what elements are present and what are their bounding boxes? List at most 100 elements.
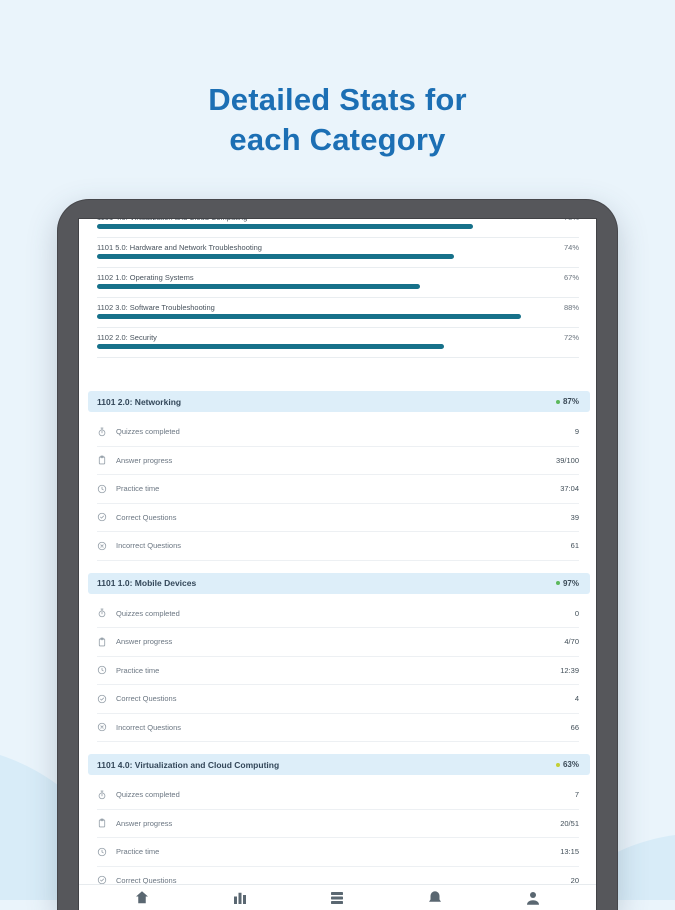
stat-value: 20 (570, 875, 579, 885)
chart-row-percent: 88% (563, 303, 579, 312)
divider (97, 267, 579, 268)
stopwatch-icon (97, 790, 107, 800)
stat-label: Quizzes completed (116, 790, 180, 800)
stats-sections: 1101 2.0: Networking 87% Quizzes complet… (88, 391, 590, 895)
stat-value: 4/70 (564, 637, 579, 647)
stopwatch-icon (97, 608, 107, 618)
percent-dot-icon (555, 762, 560, 767)
section-virtualization: 1101 4.0: Virtualization and Cloud Compu… (88, 754, 590, 895)
chart-row-label: 1102 2.0: Security (97, 333, 157, 342)
stat-value: 20/51 (560, 818, 579, 828)
chart-row-label: 1101 4.0: Virtualization and Cloud Compu… (97, 219, 247, 222)
stat-row: Answer progress 4/70 (97, 628, 579, 657)
bottom-nav-icon-1[interactable] (133, 889, 151, 907)
stat-row: Quizzes completed 7 (97, 781, 579, 810)
stat-label: Quizzes completed (116, 427, 180, 437)
stat-row: Incorrect Questions 61 (97, 532, 579, 561)
chart-bar (97, 284, 420, 289)
chart-row-label: 1102 3.0: Software Troubleshooting (97, 303, 215, 312)
check-circle-icon (97, 512, 107, 522)
percent-dot-icon (555, 581, 560, 585)
stat-row: Quizzes completed 0 (97, 600, 579, 628)
stat-row: Practice time 12:39 (97, 657, 579, 685)
divider (97, 357, 579, 358)
stat-label: Practice time (116, 847, 160, 857)
stat-value: 0 (574, 608, 579, 618)
section-mobile-devices: 1101 1.0: Mobile Devices 97% Quizzes com… (88, 572, 590, 742)
stat-row: Correct Questions 4 (97, 685, 579, 714)
stat-value: 39/100 (556, 455, 579, 465)
chart-row: 1102 3.0: Software Troubleshooting 88% (97, 298, 579, 328)
section-percent: 87% (555, 397, 579, 406)
stat-label: Correct Questions (116, 512, 177, 522)
stat-label: Correct Questions (116, 694, 177, 704)
stat-label: Correct Questions (116, 875, 177, 885)
stat-label: Incorrect Questions (116, 541, 182, 551)
clock-icon (97, 847, 107, 857)
section-header[interactable]: 1101 1.0: Mobile Devices 97% (88, 572, 590, 594)
page-title: Detailed Stats for each Category (0, 80, 675, 160)
chart-row-percent: 67% (563, 273, 579, 282)
clipboard-icon (97, 637, 107, 647)
stat-row: Answer progress 20/51 (97, 810, 579, 838)
clock-icon (97, 665, 107, 675)
chart-row-label: 1101 5.0: Hardware and Network Troublesh… (97, 243, 262, 252)
page-title-line2: each Category (229, 122, 446, 157)
stat-label: Answer progress (116, 455, 173, 465)
section-percent: 97% (555, 578, 579, 588)
section-title: 1101 1.0: Mobile Devices (97, 578, 197, 588)
bottom-nav-icon-2[interactable] (231, 889, 249, 907)
chart-bar (97, 254, 454, 259)
stat-value: 12:39 (560, 665, 579, 675)
chart-row-percent: 72% (563, 333, 579, 342)
stat-row: Correct Questions 39 (97, 504, 579, 532)
chart-row: 1101 4.0: Virtualization and Cloud Compu… (97, 219, 579, 238)
stat-value: 13:15 (560, 847, 579, 857)
cross-circle-icon (97, 722, 107, 732)
clipboard-icon (97, 455, 107, 465)
stat-row: Practice time 13:15 (97, 838, 579, 867)
stat-row: Incorrect Questions 66 (97, 714, 579, 742)
section-header[interactable]: 1101 2.0: Networking 87% (88, 391, 590, 412)
stat-value: 37:04 (560, 484, 579, 494)
stat-label: Answer progress (116, 818, 173, 828)
section-title: 1101 4.0: Virtualization and Cloud Compu… (97, 759, 280, 770)
stopwatch-icon (97, 427, 107, 437)
stat-value: 9 (574, 427, 579, 437)
stat-value: 39 (570, 512, 579, 522)
bottom-nav-icon-3[interactable] (328, 889, 346, 907)
chart-row: 1102 2.0: Security 72% (97, 328, 579, 358)
stat-label: Incorrect Questions (116, 722, 182, 732)
bottom-nav-icon-4[interactable] (426, 889, 444, 907)
divider (97, 297, 579, 298)
section-title: 1101 2.0: Networking (97, 396, 182, 407)
divider (97, 327, 579, 328)
stat-value: 61 (570, 541, 579, 551)
clipboard-icon (97, 818, 107, 828)
section-header[interactable]: 1101 4.0: Virtualization and Cloud Compu… (88, 754, 590, 775)
stat-row: Practice time 37:04 (97, 475, 579, 504)
stat-value: 7 (574, 790, 579, 800)
stat-label: Answer progress (116, 637, 173, 647)
bottom-nav-icon-5[interactable] (524, 889, 542, 907)
stat-label: Quizzes completed (116, 608, 180, 618)
app-screen[interactable]: 1101 4.0: Virtualization and Cloud Compu… (79, 219, 596, 910)
tablet-frame: 1101 4.0: Virtualization and Cloud Compu… (57, 199, 618, 910)
chart-row-percent: 78% (564, 219, 579, 222)
stat-label: Practice time (116, 484, 160, 494)
percent-value: 97% (562, 578, 579, 588)
check-circle-icon (97, 694, 107, 704)
stat-row: Quizzes completed 9 (97, 418, 579, 447)
percent-value: 63% (562, 760, 579, 769)
chart-row: 1102 1.0: Operating Systems 67% (97, 268, 579, 298)
chart-row-label: 1102 1.0: Operating Systems (97, 273, 194, 282)
chart-bar (97, 344, 445, 349)
chart-bar (97, 314, 522, 319)
percent-dot-icon (555, 399, 560, 404)
percent-value: 87% (562, 397, 579, 406)
section-networking: 1101 2.0: Networking 87% Quizzes complet… (88, 391, 590, 561)
clock-icon (97, 484, 107, 494)
stat-row: Answer progress 39/100 (97, 447, 579, 475)
cross-circle-icon (97, 541, 107, 551)
page-title-line1: Detailed Stats for (208, 82, 467, 117)
